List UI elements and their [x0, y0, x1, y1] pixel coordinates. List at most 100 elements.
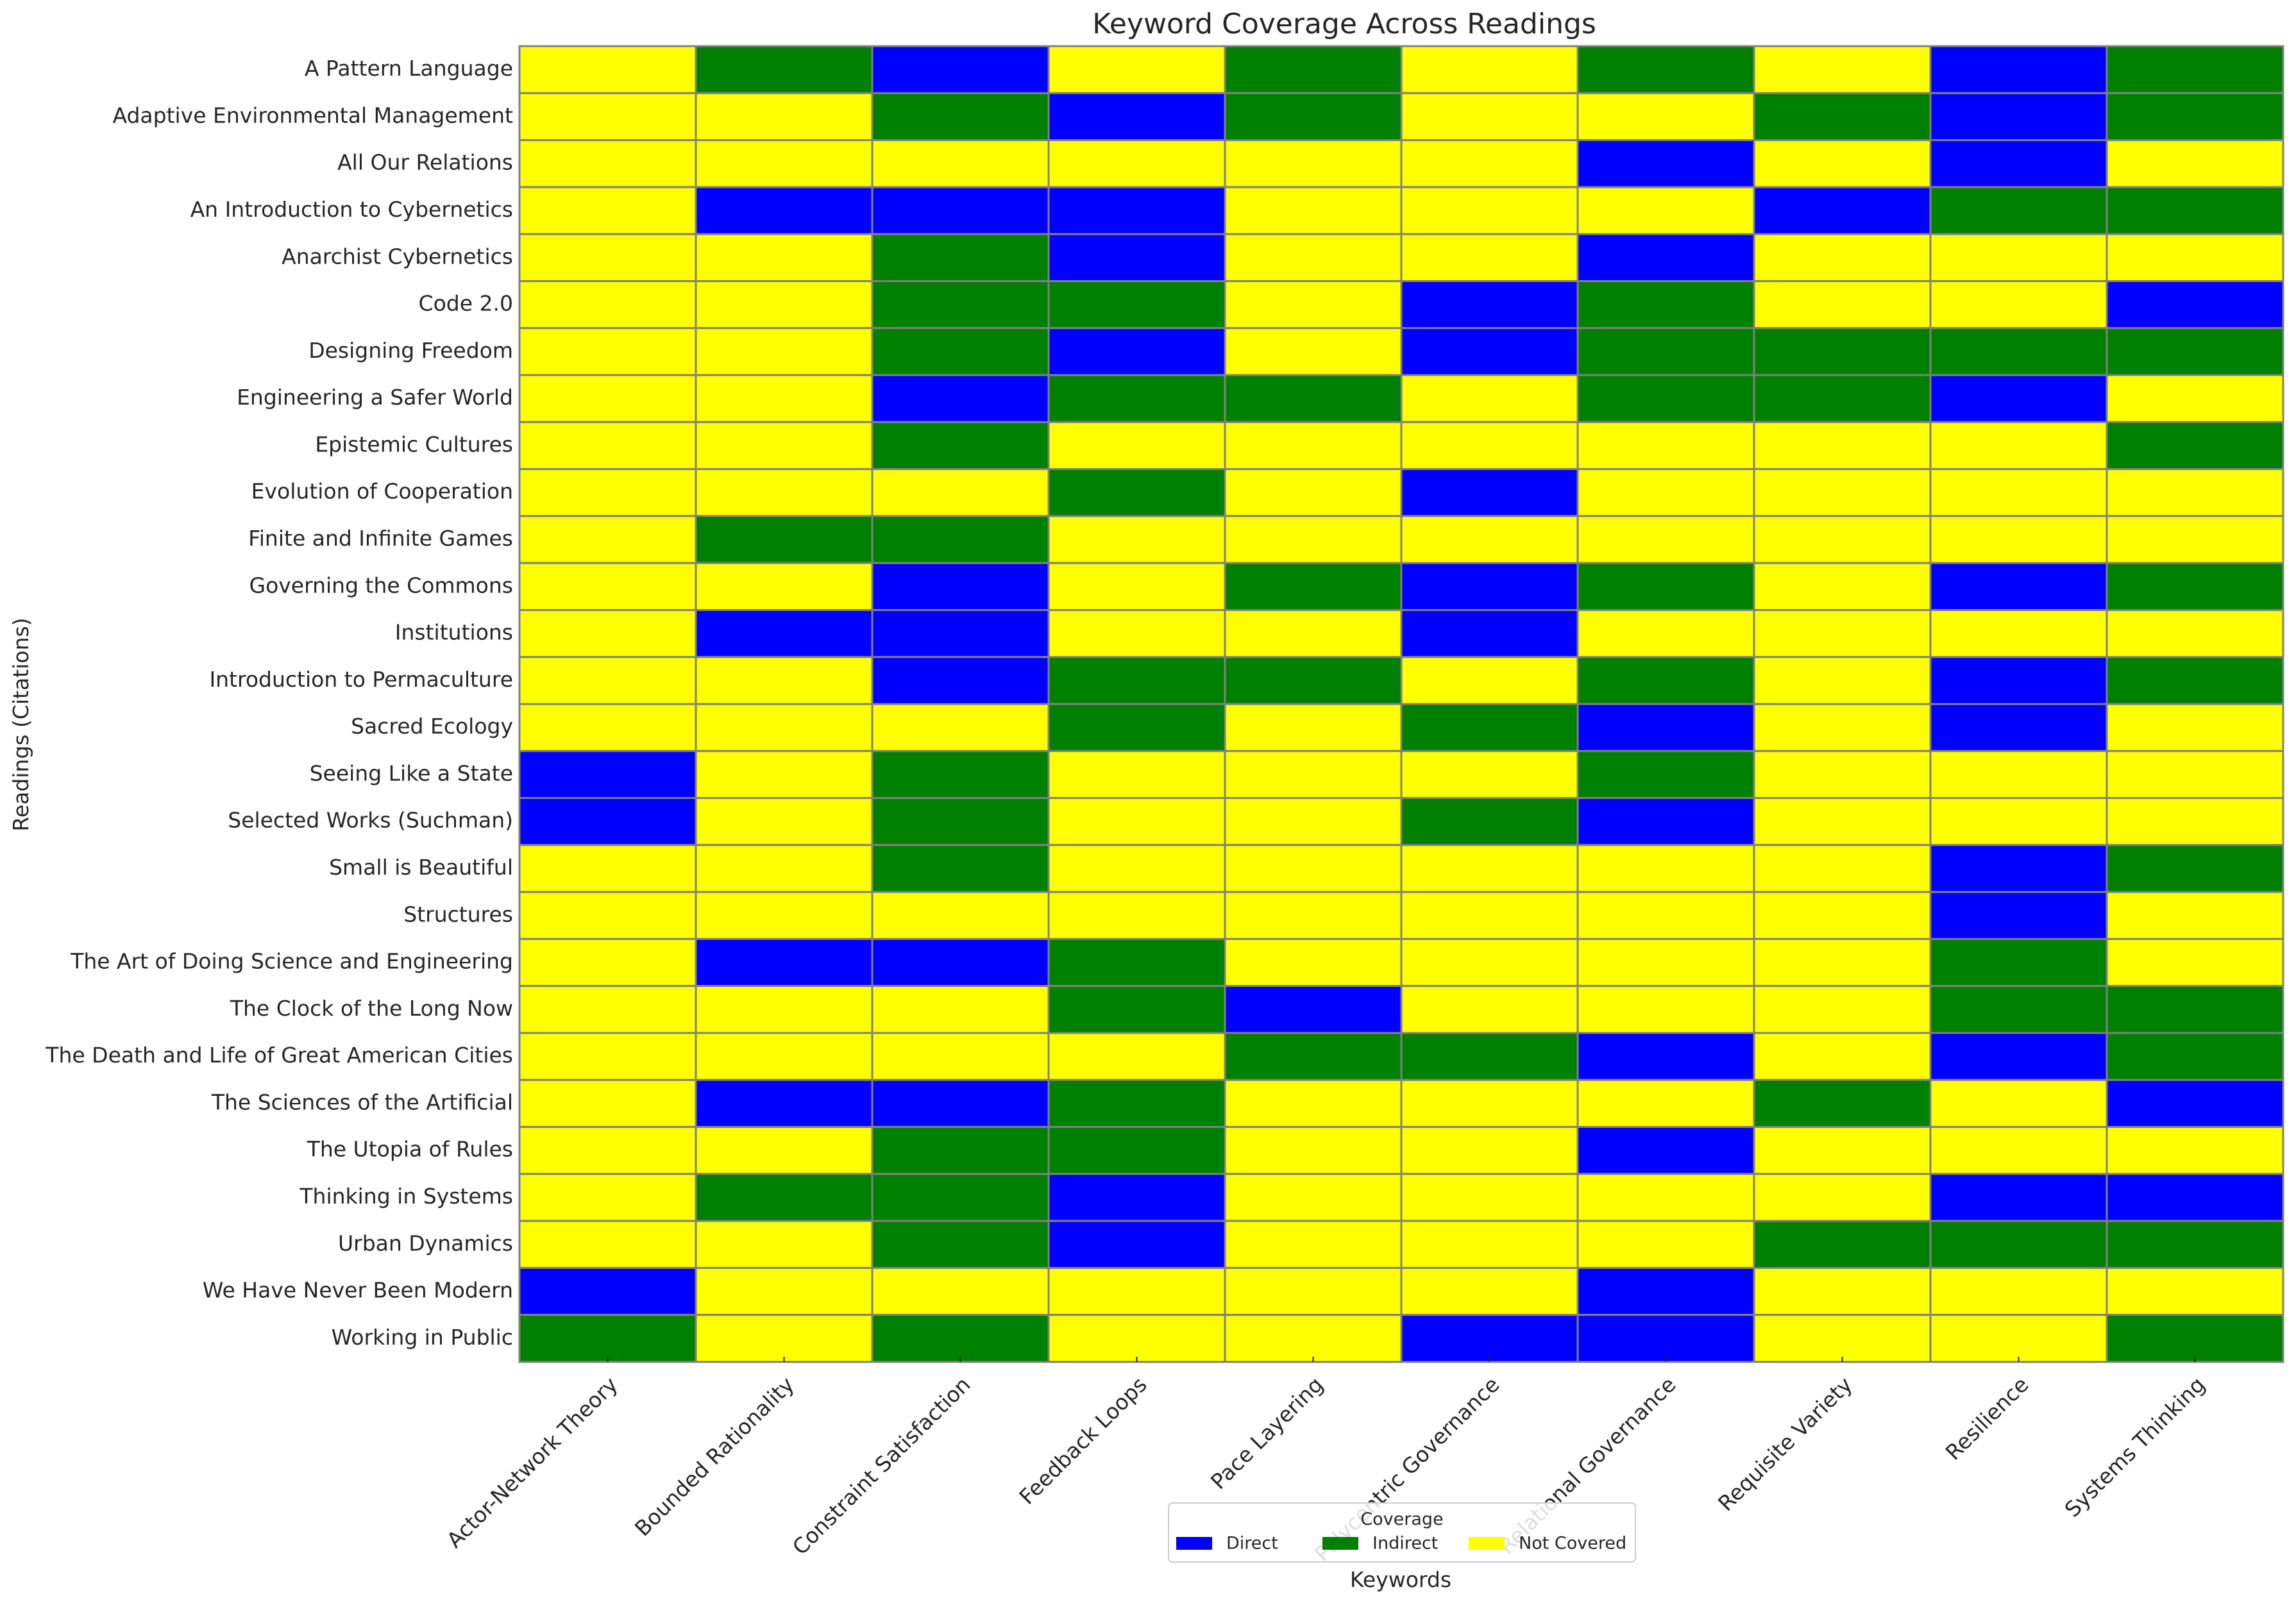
heatmap-cell-adaptive-environmental-management-resilience — [1929, 92, 2108, 142]
heatmap-cell-finite-and-infinite-games-systems-thinking — [2106, 515, 2284, 564]
heatmap-cell-the-utopia-of-rules-constraint-satisfaction — [871, 1126, 1050, 1175]
heatmap-cell-evolution-of-cooperation-pace-layering — [1224, 468, 1403, 517]
heatmap-cell-we-have-never-been-modern-polycentric-governance — [1400, 1266, 1579, 1316]
heatmap-cell-seeing-like-a-state-systems-thinking — [2106, 750, 2284, 800]
heatmap-cell-sacred-ecology-bounded-rationality — [695, 703, 874, 752]
heatmap-cell-code-2-0-feedback-loops — [1047, 280, 1226, 330]
heatmap-cell-all-our-relations-actor-network-theory — [518, 139, 697, 189]
heatmap-cell-the-clock-of-the-long-now-actor-network-theory — [518, 985, 697, 1034]
heatmap-cell-urban-dynamics-relational-governance — [1576, 1220, 1755, 1269]
heatmap-cell-the-clock-of-the-long-now-requisite-variety — [1753, 985, 1932, 1034]
heatmap-cell-seeing-like-a-state-requisite-variety — [1753, 750, 1932, 800]
heatmap-cell-seeing-like-a-state-feedback-loops — [1047, 750, 1226, 800]
heatmap-cell-governing-the-commons-constraint-satisfaction — [871, 562, 1050, 611]
x-tick-label: Feedback Loops — [1014, 1372, 1151, 1509]
heatmap-cell-an-introduction-to-cybernetics-pace-layering — [1224, 186, 1403, 235]
heatmap-cell-introduction-to-permaculture-constraint-satisfaction — [871, 656, 1050, 705]
heatmap-cell-the-clock-of-the-long-now-polycentric-governance — [1400, 985, 1579, 1034]
heatmap-cell-working-in-public-bounded-rationality — [695, 1314, 874, 1363]
heatmap-cell-an-introduction-to-cybernetics-systems-thinking — [2106, 186, 2284, 235]
heatmap-cell-small-is-beautiful-constraint-satisfaction — [871, 844, 1050, 893]
heatmap-cell-thinking-in-systems-relational-governance — [1576, 1173, 1755, 1222]
chart-title: Keyword Coverage Across Readings — [1092, 8, 1596, 40]
heatmap-cell-small-is-beautiful-actor-network-theory — [518, 844, 697, 893]
heatmap-cell-evolution-of-cooperation-polycentric-governance — [1400, 468, 1579, 517]
heatmap-cell-thinking-in-systems-pace-layering — [1224, 1173, 1403, 1222]
heatmap-cell-engineering-a-safer-world-polycentric-governance — [1400, 374, 1579, 423]
heatmap-cell-code-2-0-bounded-rationality — [695, 280, 874, 330]
heatmap-cell-governing-the-commons-pace-layering — [1224, 562, 1403, 611]
heatmap-cell-evolution-of-cooperation-systems-thinking — [2106, 468, 2284, 517]
heatmap-cell-all-our-relations-polycentric-governance — [1400, 139, 1579, 189]
heatmap-cell-the-utopia-of-rules-relational-governance — [1576, 1126, 1755, 1175]
heatmap-cell-adaptive-environmental-management-systems-thinking — [2106, 92, 2284, 142]
heatmap-cell-the-clock-of-the-long-now-bounded-rationality — [695, 985, 874, 1034]
heatmap-cell-structures-systems-thinking — [2106, 891, 2284, 940]
heatmap-cell-small-is-beautiful-requisite-variety — [1753, 844, 1932, 893]
y-tick-label: Code 2.0 — [419, 291, 513, 316]
heatmap-cell-selected-works-suchman-requisite-variety — [1753, 797, 1932, 846]
legend-label-not-covered: Not Covered — [1519, 1534, 1626, 1554]
heatmap-cell-we-have-never-been-modern-systems-thinking — [2106, 1266, 2284, 1316]
heatmap-cell-sacred-ecology-actor-network-theory — [518, 703, 697, 752]
heatmap-cell-all-our-relations-relational-governance — [1576, 139, 1755, 189]
legend-title: Coverage — [1360, 1509, 1443, 1529]
legend-items: Direct Indirect Not Covered — [1176, 1534, 1626, 1554]
heatmap-cell-engineering-a-safer-world-pace-layering — [1224, 374, 1403, 423]
heatmap-cell-small-is-beautiful-polycentric-governance — [1400, 844, 1579, 893]
heatmap-cell-designing-freedom-pace-layering — [1224, 327, 1403, 376]
heatmap-cell-the-clock-of-the-long-now-relational-governance — [1576, 985, 1755, 1034]
heatmap-cell-engineering-a-safer-world-feedback-loops — [1047, 374, 1226, 423]
heatmap-cell-sacred-ecology-resilience — [1929, 703, 2108, 752]
heatmap-cell-structures-feedback-loops — [1047, 891, 1226, 940]
heatmap-cell-anarchist-cybernetics-requisite-variety — [1753, 233, 1932, 282]
heatmap-cell-sacred-ecology-polycentric-governance — [1400, 703, 1579, 752]
heatmap-cell-working-in-public-actor-network-theory — [518, 1314, 697, 1363]
heatmap-cell-all-our-relations-constraint-satisfaction — [871, 139, 1050, 189]
heatmap-cell-adaptive-environmental-management-relational-governance — [1576, 92, 1755, 142]
heatmap-cell-all-our-relations-systems-thinking — [2106, 139, 2284, 189]
heatmap-cell-governing-the-commons-feedback-loops — [1047, 562, 1226, 611]
heatmap-cell-structures-pace-layering — [1224, 891, 1403, 940]
heatmap-cell-the-utopia-of-rules-polycentric-governance — [1400, 1126, 1579, 1175]
heatmap-cell-code-2-0-resilience — [1929, 280, 2108, 330]
heatmap-cell-the-art-of-doing-science-and-engineering-feedback-loops — [1047, 937, 1226, 987]
y-tick-label: A Pattern Language — [305, 56, 513, 81]
heatmap-cell-designing-freedom-feedback-loops — [1047, 327, 1226, 376]
heatmap-cell-structures-polycentric-governance — [1400, 891, 1579, 940]
y-tick-label: The Death and Life of Great American Cit… — [45, 1043, 513, 1068]
heatmap-cell-institutions-resilience — [1929, 608, 2108, 659]
heatmap-cell-code-2-0-polycentric-governance — [1400, 280, 1579, 330]
heatmap-cell-introduction-to-permaculture-systems-thinking — [2106, 656, 2284, 705]
heatmap-cell-the-death-and-life-of-great-american-cities-requisite-variety — [1753, 1032, 1932, 1081]
heatmap-cell-structures-resilience — [1929, 891, 2108, 940]
y-axis-ticks: A Pattern Language Adaptive Environmental… — [45, 56, 513, 1350]
heatmap-cell-governing-the-commons-polycentric-governance — [1400, 562, 1579, 611]
heatmap-cell-structures-bounded-rationality — [695, 891, 874, 940]
heatmap-cell-seeing-like-a-state-pace-layering — [1224, 750, 1403, 800]
heatmap-cell-the-clock-of-the-long-now-systems-thinking — [2106, 985, 2284, 1034]
heatmap-cell-epistemic-cultures-requisite-variety — [1753, 421, 1932, 471]
heatmap-cell-we-have-never-been-modern-constraint-satisfaction — [871, 1266, 1050, 1316]
heatmap-cell-epistemic-cultures-relational-governance — [1576, 421, 1755, 471]
heatmap-cell-sacred-ecology-constraint-satisfaction — [871, 703, 1050, 752]
heatmap-cell-the-art-of-doing-science-and-engineering-actor-network-theory — [518, 937, 697, 987]
heatmap-cell-small-is-beautiful-relational-governance — [1576, 844, 1755, 893]
heatmap-cell-seeing-like-a-state-constraint-satisfaction — [871, 750, 1050, 800]
y-tick-label: Designing Freedom — [308, 338, 513, 363]
heatmap-cell-code-2-0-constraint-satisfaction — [871, 280, 1050, 330]
legend-label-direct: Direct — [1226, 1534, 1278, 1554]
heatmap-cell-urban-dynamics-systems-thinking — [2106, 1220, 2284, 1269]
heatmap-cell-the-sciences-of-the-artificial-pace-layering — [1224, 1078, 1403, 1129]
heatmap-cell-institutions-feedback-loops — [1047, 608, 1226, 659]
heatmap-cell-the-clock-of-the-long-now-pace-layering — [1224, 985, 1403, 1034]
heatmap-cell-evolution-of-cooperation-actor-network-theory — [518, 468, 697, 517]
legend-swatch-direct — [1176, 1537, 1212, 1550]
heatmap-cell-thinking-in-systems-bounded-rationality — [695, 1173, 874, 1222]
heatmap-cell-selected-works-suchman-polycentric-governance — [1400, 797, 1579, 846]
x-tick-label: Bounded Rationality — [630, 1372, 799, 1541]
heatmap-cell-sacred-ecology-requisite-variety — [1753, 703, 1932, 752]
y-tick-label: Anarchist Cybernetics — [282, 244, 513, 269]
heatmap-cell-a-pattern-language-requisite-variety — [1753, 45, 1932, 94]
